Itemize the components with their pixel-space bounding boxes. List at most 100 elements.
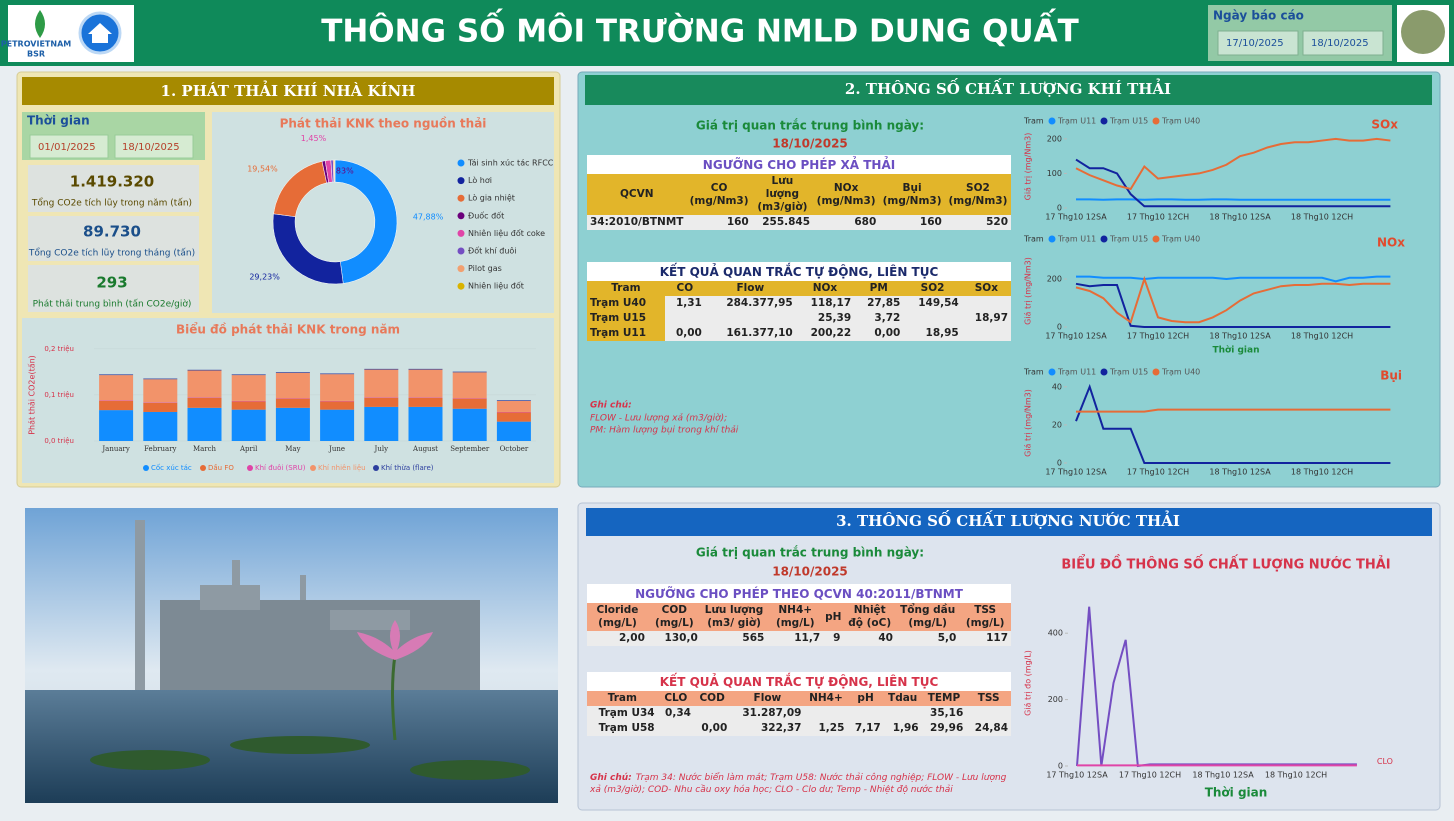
header-cell: QCVN <box>587 174 687 215</box>
x-tick-label: 17 Thg10 12SA <box>1045 213 1107 222</box>
x-tick-label: October <box>500 445 529 453</box>
pie-slice <box>334 159 336 183</box>
data-label: 47,88% <box>413 212 444 221</box>
kpi-label: Tổng CO2e tích lũy trong năm (tấn) <box>31 198 192 209</box>
bar-segment <box>320 374 355 401</box>
table-cell: 3,72 <box>874 312 901 324</box>
table-cell: 9 <box>833 632 841 644</box>
table: Tram CLO COD Flow NH4+ pH Tdau TEMP TSS Trạm U34 0… <box>587 691 1011 736</box>
lily-pads <box>90 736 530 780</box>
y-tick-label: 20 <box>1052 420 1062 429</box>
legend-marker <box>457 282 465 290</box>
table-cell: 322,37 <box>760 722 802 734</box>
table: QCVN CO (mg/Nm3) Lưu lượng (m3/giờ) NOx (mg… <box>587 174 1011 230</box>
axis-title: Giá trị (mg/Nm3) <box>1024 257 1034 325</box>
header-cell: SOx <box>961 281 1011 296</box>
bar-segment <box>496 400 531 401</box>
table-row: 2,00 130,0 565 11,7 9 40 5,0 117 <box>587 631 1011 646</box>
table-cell <box>658 721 694 736</box>
data-label: 29,23% <box>249 273 280 282</box>
legend-label: Cốc xúc tác <box>151 464 192 472</box>
bar-segment <box>320 409 355 441</box>
x-tick-label: May <box>285 445 300 453</box>
bar-segment <box>99 375 134 401</box>
bar-segment <box>187 370 222 398</box>
table-title: NGƯỠNG CHO PHÉP THEO QCVN 40:2011/BTNMT <box>635 587 963 601</box>
bar-segment <box>275 372 310 399</box>
header-cell: CLO <box>657 691 694 706</box>
bar-segment <box>231 375 266 401</box>
table-cell: 520 <box>986 216 1008 228</box>
legend-label: Trạm U15 <box>1109 235 1148 245</box>
date-box[interactable] <box>29 134 109 159</box>
date-box[interactable] <box>114 134 194 159</box>
axis-title: Thời gian <box>1213 345 1260 356</box>
date-box[interactable] <box>1302 30 1384 56</box>
chart-title: Bụi <box>1380 369 1402 383</box>
line-series <box>1075 275 1391 324</box>
date-value: 01/01/2025 <box>38 142 96 153</box>
header-cell: Lưu lượng (m3/giờ) <box>751 174 814 215</box>
axis-title: Giá trị (mg/Nm3) <box>1024 389 1034 457</box>
table-cell: 149,54 <box>918 297 959 309</box>
bar-segment <box>364 406 399 441</box>
y-tick-label: 0,0 triệu <box>44 437 74 445</box>
y-tick-label: 100 <box>1047 169 1062 178</box>
x-tick-label: June <box>328 445 345 453</box>
table-cell <box>665 311 705 326</box>
x-tick-label: March <box>193 445 217 453</box>
table-cell: 31.287,09 <box>742 707 802 719</box>
date-box[interactable] <box>1217 30 1299 56</box>
x-tick-label: 18 Thg10 12SA <box>1192 771 1254 780</box>
bar-segment <box>231 374 266 376</box>
legend-label: Trạm U15 <box>1109 117 1148 127</box>
line-series <box>1075 282 1391 328</box>
note-text: PM: Hàm lượng bụi trong khí thải <box>590 425 739 436</box>
refinery <box>135 520 480 700</box>
table-title: KẾT QUẢ QUAN TRẮC TỰ ĐỘNG, LIÊN TỤC <box>659 675 939 689</box>
legend-title: Tram <box>1023 235 1044 244</box>
x-tick-label: 18 Thg10 12CH <box>1291 468 1353 477</box>
bar-segment <box>99 410 134 441</box>
legend-label: Trạm U40 <box>1161 117 1200 127</box>
header-cell: Tram <box>587 281 665 296</box>
table-cell: Trạm U58 <box>598 722 655 734</box>
table-cell <box>962 326 1011 341</box>
line-series <box>1075 383 1391 464</box>
y-tick-label: 0,2 triệu <box>44 345 74 353</box>
x-tick-label: 18 Thg10 12CH <box>1265 771 1327 780</box>
note-title: Ghi chú: <box>590 401 632 411</box>
bar-segment <box>231 401 266 410</box>
table-cell: 5,0 <box>937 632 957 644</box>
axis-title: Phát thải CO2e(tấn) <box>27 355 37 435</box>
table-cell: 255.845 <box>762 216 811 228</box>
table-cell: 0,00 <box>701 722 728 734</box>
table-header-row: QCVN CO (mg/Nm3) Lưu lượng (m3/giờ) NOx (mg… <box>587 174 1011 215</box>
legend-label: Trạm U40 <box>1161 235 1200 245</box>
table-cell: Trạm U34 <box>598 707 655 719</box>
table-cell <box>694 706 730 721</box>
bar-segment <box>275 398 310 408</box>
pie-slice <box>334 159 398 284</box>
data-label: 0,83% <box>328 167 354 176</box>
axis-title: Giá trị đo (mg/L) <box>1024 650 1034 716</box>
bar-segment <box>275 372 310 373</box>
x-tick-label: 18 Thg10 12CH <box>1291 332 1353 341</box>
table-row: Trạm U15 25,39 3,72 18,97 <box>587 311 1011 326</box>
table-row: 34:2010/BTNMT 160 255.845 680 160 520 <box>587 215 1011 230</box>
x-tick-label: July <box>374 445 389 453</box>
bar-segment <box>452 408 487 441</box>
legend-marker <box>1152 117 1160 125</box>
bar-segment <box>364 368 399 370</box>
table-cell: 161.377,10 <box>726 327 793 339</box>
header-cell: Cloride (mg/L) <box>587 603 648 631</box>
legend-label: Khí thừa (flare) <box>381 464 434 472</box>
logo-text: BSR <box>27 50 45 59</box>
x-tick-label: February <box>144 445 176 453</box>
header-cell: PM <box>854 281 904 296</box>
header-cell: CO <box>664 281 705 296</box>
filter-label: Thời gian <box>27 114 90 128</box>
avg-date: 18/10/2025 <box>772 137 848 151</box>
legend-label: Trạm U11 <box>1057 117 1096 127</box>
